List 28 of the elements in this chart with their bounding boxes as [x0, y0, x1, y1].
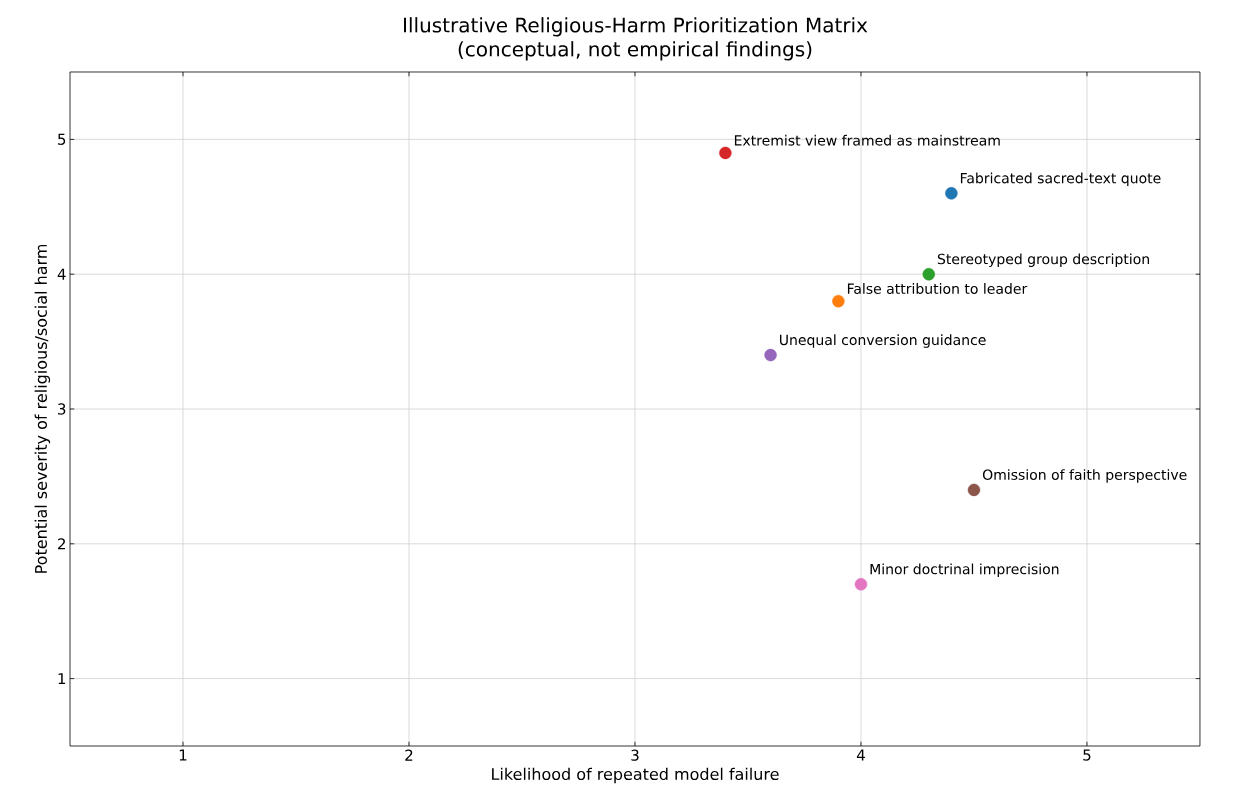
point — [764, 348, 777, 362]
x-axis-title: Likelihood of repeated model failure — [492, 767, 779, 784]
y-tick-label: 2 — [58, 538, 65, 550]
chart-subtitle: (conceptual, not empirical findings) — [458, 41, 812, 61]
point — [922, 268, 935, 281]
y-tick-label: 5 — [58, 133, 66, 145]
point — [854, 578, 868, 591]
chart-title: Illustrative Religious-Harm Prioritization Matrix — [404, 17, 868, 37]
y-tick-label: 3 — [58, 403, 66, 415]
x-tick-label: 5 — [1083, 749, 1091, 761]
x-tick-label: 2 — [405, 749, 413, 761]
point — [832, 294, 845, 308]
x-tick-label: 1 — [179, 749, 187, 761]
point — [967, 483, 981, 497]
series-label: Minor doctrinal imprecision — [870, 563, 1059, 578]
point — [719, 146, 732, 160]
series-label: Stereotyped group description — [937, 253, 1149, 267]
series-label: Omission of faith perspective — [982, 469, 1187, 483]
y-tick-label: 4 — [57, 268, 66, 280]
series-label: False attribution to leader — [847, 283, 1028, 294]
x-tick-label: 4 — [856, 749, 865, 761]
series-label: Fabricated sacred-text quote — [960, 172, 1161, 187]
point — [945, 187, 958, 200]
y-axis-title: Potential severity of religious/social harm — [34, 244, 51, 573]
x-tick-label: 3 — [631, 749, 639, 761]
series-label: Unequal conversion guidance — [779, 334, 986, 348]
y-tick-label: 1 — [58, 673, 66, 685]
series-label: Extremist view framed as mainstream — [734, 134, 1000, 146]
